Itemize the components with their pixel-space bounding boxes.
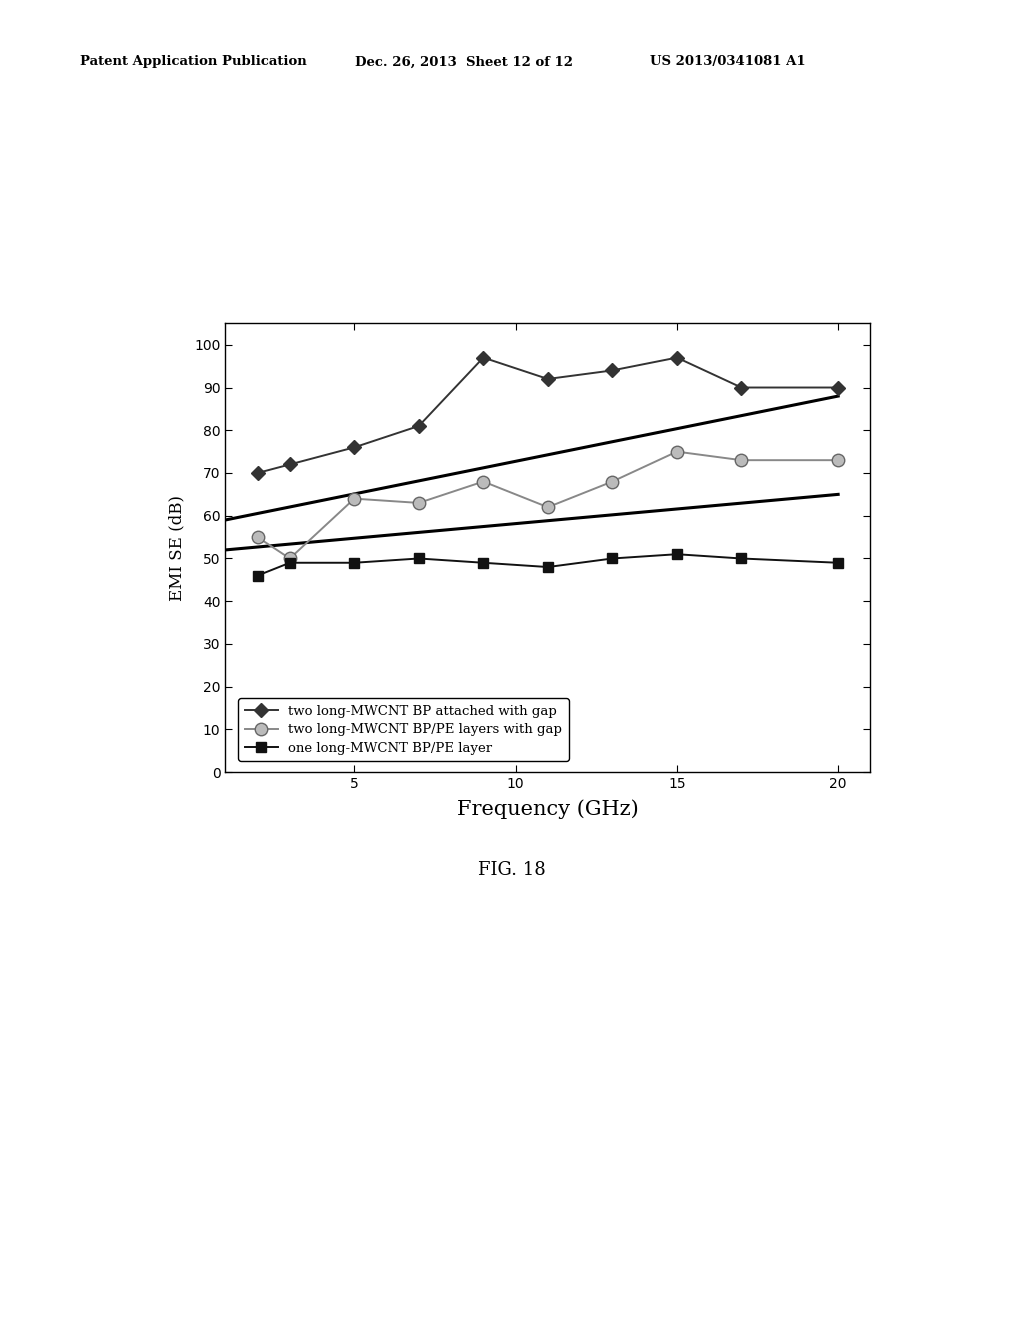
Y-axis label: EMI SE (dB): EMI SE (dB) xyxy=(169,495,185,601)
X-axis label: Frequency (GHz): Frequency (GHz) xyxy=(457,800,639,820)
Text: FIG. 18: FIG. 18 xyxy=(478,861,546,879)
Text: US 2013/0341081 A1: US 2013/0341081 A1 xyxy=(650,55,806,69)
Text: Patent Application Publication: Patent Application Publication xyxy=(80,55,306,69)
Text: Dec. 26, 2013  Sheet 12 of 12: Dec. 26, 2013 Sheet 12 of 12 xyxy=(355,55,573,69)
Legend: two long-MWCNT BP attached with gap, two long-MWCNT BP/PE layers with gap, one l: two long-MWCNT BP attached with gap, two… xyxy=(239,698,569,762)
